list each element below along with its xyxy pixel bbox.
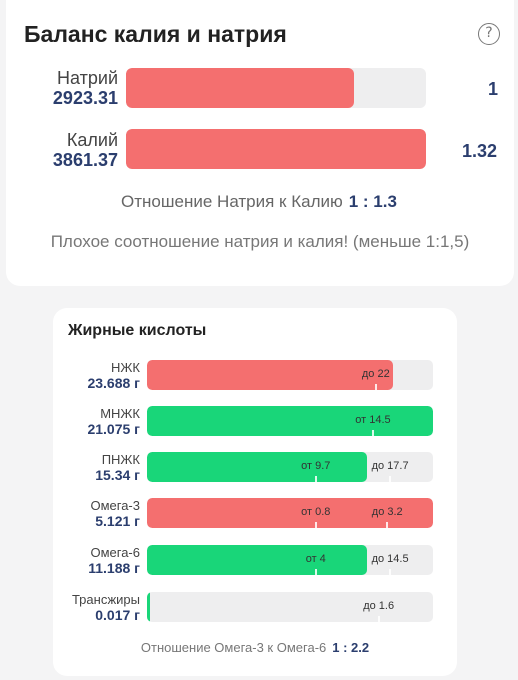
omega-ratio-value: 1 : 2.2 (332, 640, 370, 655)
threshold-mark (374, 384, 377, 390)
threshold-label: до 3.2 (371, 506, 403, 518)
sodium-ratio: 1 (488, 79, 499, 99)
potassium-label-block: Калий 3861.37 (30, 130, 118, 171)
fatty-acid-name: Омега-6 (90, 545, 140, 560)
fatty-acid-bar: до 22 (147, 360, 433, 390)
ratio-value: 1 : 1.3 (348, 192, 397, 211)
sodium-value: 2923.31 (52, 88, 118, 108)
fatty-acid-bar-fill (147, 545, 368, 575)
potassium-bar (126, 129, 426, 169)
fatty-acid-label-block: НЖК 23.688 г (50, 360, 140, 391)
question-circle-icon[interactable]: ? (478, 23, 500, 45)
fatty-acid-bar: до 1.6 (147, 592, 433, 622)
threshold-label: от 0.8 (301, 506, 331, 518)
threshold-mark (389, 476, 392, 482)
fatty-acid-value: 23.688 г (87, 375, 140, 391)
ratio-warning: Плохое соотношение натрия и калия! (мень… (50, 232, 470, 251)
sodium-bar-fill (126, 68, 354, 108)
threshold-label: до 17.7 (371, 460, 409, 472)
fatty-acid-bar-fill (147, 452, 368, 482)
fatty-acid-bar-fill (147, 360, 393, 390)
potassium-bar-fill (126, 129, 426, 169)
fatty-acid-value: 21.075 г (87, 421, 140, 437)
threshold-mark (314, 522, 317, 528)
fatty-acid-label-block: ПНЖК 15.34 г (50, 452, 140, 483)
fatty-acid-bar: от 4 до 14.5 (147, 545, 433, 575)
ratio-label: Отношение Натрия к Калию (121, 192, 343, 211)
potassium-label: Калий (66, 130, 118, 150)
potassium-value: 3861.37 (52, 150, 118, 170)
fatty-acid-bar-fill (147, 406, 433, 436)
fatty-acid-name: МНЖК (100, 406, 140, 421)
sodium-label: Натрий (57, 68, 118, 88)
threshold-mark (389, 569, 392, 575)
fatty-acid-value: 0.017 г (95, 607, 140, 623)
threshold-label: до 22 (361, 368, 390, 380)
threshold-label: от 9.7 (301, 460, 331, 472)
threshold-label: до 14.5 (371, 553, 409, 565)
fatty-acid-bar-fill (147, 592, 150, 622)
sodium-label-block: Натрий 2923.31 (30, 68, 118, 109)
threshold-label: до 1.6 (363, 600, 395, 612)
fatty-acid-label-block: Омега-3 5.121 г (50, 498, 140, 529)
sodium-bar (126, 68, 426, 108)
fatty-acid-name: Трансжиры (71, 592, 140, 607)
fatty-acid-bar: от 14.5 (147, 406, 433, 436)
fatty-acids-title: Жирные кислоты (68, 322, 207, 339)
threshold-mark (386, 522, 389, 528)
potassium-ratio: 1.32 (462, 141, 498, 161)
fatty-acid-name: НЖК (111, 360, 140, 375)
fatty-acid-label-block: МНЖК 21.075 г (50, 406, 140, 437)
fatty-acid-bar: от 0.8 до 3.2 (147, 498, 433, 528)
threshold-mark (371, 430, 374, 436)
threshold-mark (314, 476, 317, 482)
fatty-acid-label-block: Омега-6 11.188 г (50, 545, 140, 576)
fatty-acid-value: 5.121 г (95, 513, 140, 529)
fatty-acid-value: 15.34 г (95, 467, 140, 483)
sodium-potassium-ratio: Отношение Натрия к Калию 1 : 1.3 (0, 192, 518, 212)
balance-title: Баланс калия и натрия (24, 21, 287, 47)
omega-ratio: Отношение Омега-3 к Омега-6 1 : 2.2 (53, 640, 457, 655)
threshold-label: от 14.5 (355, 414, 391, 426)
fatty-acid-name: ПНЖК (101, 452, 140, 467)
fatty-acid-value: 11.188 г (88, 560, 140, 576)
omega-ratio-label: Отношение Омега-3 к Омега-6 (140, 640, 327, 655)
threshold-mark (377, 616, 380, 622)
fatty-acid-label-block: Трансжиры 0.017 г (50, 592, 140, 623)
threshold-mark (314, 569, 317, 575)
fatty-acid-name: Омега-3 (90, 498, 140, 513)
fatty-acid-bar: от 9.7 до 17.7 (147, 452, 433, 482)
fatty-acid-bar-fill (147, 498, 433, 528)
threshold-label: от 4 (305, 553, 326, 565)
